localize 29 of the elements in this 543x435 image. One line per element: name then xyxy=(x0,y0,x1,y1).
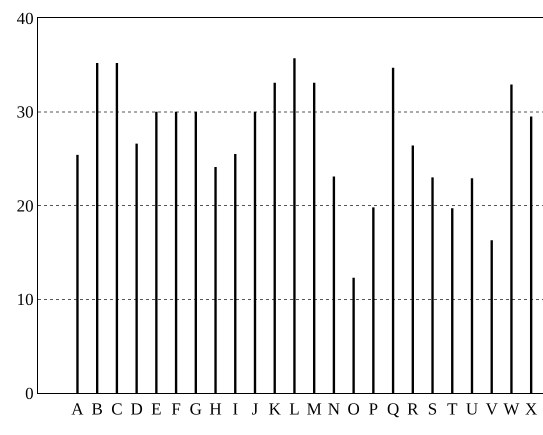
x-tick-label: X xyxy=(525,399,538,418)
x-tick-label: B xyxy=(92,399,103,418)
x-tick-label: T xyxy=(447,399,458,418)
y-tick-label: 20 xyxy=(16,196,34,216)
x-tick-label: J xyxy=(252,399,259,418)
x-tick-label: Q xyxy=(386,399,400,418)
x-tick-label: I xyxy=(232,399,238,418)
x-tick-label: U xyxy=(466,399,478,418)
x-tick-label: M xyxy=(306,399,322,418)
x-tick-label: A xyxy=(71,399,84,418)
x-tick-label: S xyxy=(428,399,438,418)
y-tick-label: 0 xyxy=(25,384,34,403)
x-tick-label: D xyxy=(130,399,143,418)
x-tick-label: C xyxy=(111,399,123,418)
y-tick-label: 40 xyxy=(16,8,34,28)
x-tick-label: G xyxy=(190,399,202,418)
x-tick-label: P xyxy=(368,399,378,418)
x-tick-label: H xyxy=(209,399,222,418)
x-tick-label: N xyxy=(328,399,340,418)
x-tick-label: L xyxy=(289,399,300,418)
x-tick-label: R xyxy=(407,399,420,418)
x-tick-label: E xyxy=(151,399,162,418)
x-tick-label: O xyxy=(347,399,360,418)
y-tick-label: 30 xyxy=(16,102,34,122)
x-tick-label: V xyxy=(486,399,499,418)
x-tick-label: K xyxy=(268,399,282,418)
y-tick-label: 10 xyxy=(16,290,34,310)
x-tick-label: W xyxy=(503,399,520,418)
x-tick-label: F xyxy=(171,399,181,418)
